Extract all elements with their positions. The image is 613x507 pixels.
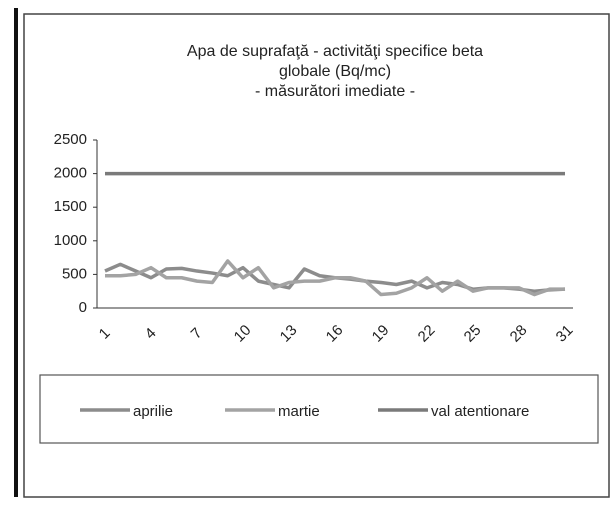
legend-label: martie [278, 403, 320, 420]
legend-label: val atentionare [431, 403, 529, 420]
y-tick-label: 1500 [54, 198, 87, 215]
y-tick-label: 0 [79, 299, 87, 316]
legend-box [39, 374, 599, 444]
chart-title: globale (Bq/mc) [279, 63, 391, 80]
y-tick-label: 2000 [54, 165, 87, 182]
y-tick-label: 2500 [54, 131, 87, 148]
chart-title: Apa de suprafaţă - activităţi specifice … [187, 43, 483, 60]
y-tick-label: 500 [62, 265, 87, 282]
chart-frame [23, 13, 610, 498]
y-tick-label: 1000 [54, 232, 87, 249]
legend-label: aprilie [133, 403, 173, 420]
chart-title: - măsurători imediate - [255, 83, 415, 100]
series-line [105, 259, 565, 297]
